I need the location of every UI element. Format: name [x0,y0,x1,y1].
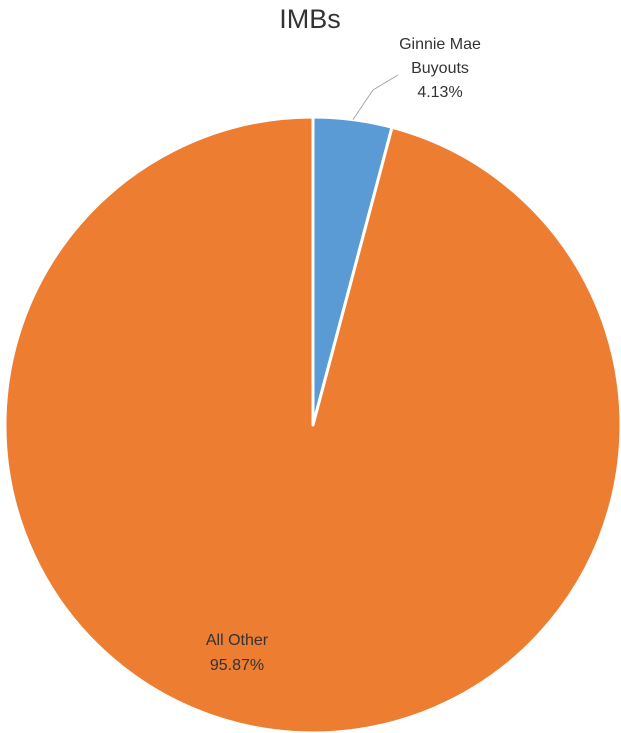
slice-value-label-1: 4.13% [417,84,462,101]
slice-category-label-1: Ginnie Mae [399,36,481,53]
pie-slices [3,115,621,733]
chart-title: IMBs [279,4,341,34]
slice-labels: Ginnie Mae Buyouts 4.13% All Other 95.87% [206,36,481,674]
slice-value-label-2: 95.87% [210,657,264,674]
leader-line-1 [352,74,399,120]
slice-category-label-1: Buyouts [411,60,469,77]
leader-lines [352,74,399,120]
slice-category-label-2: All Other [206,632,269,649]
pie-slice-2 [3,115,621,733]
